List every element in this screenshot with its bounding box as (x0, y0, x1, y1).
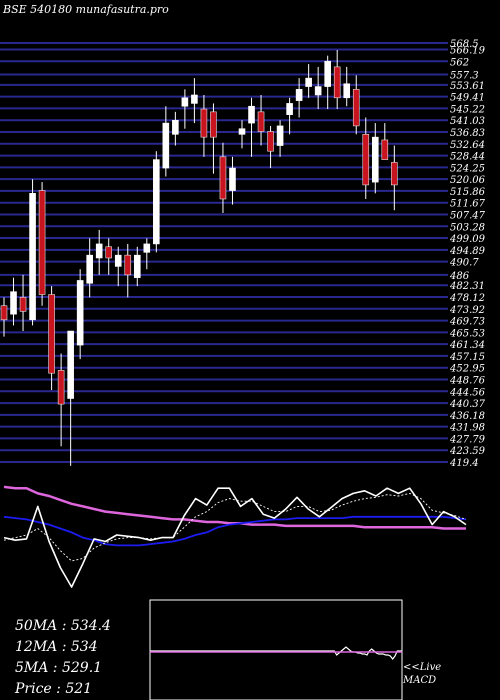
candle-up (305, 77, 312, 87)
y-tick-label: 536.83 (450, 128, 485, 139)
candle-up (371, 136, 379, 183)
candle-up (67, 330, 74, 399)
y-tick-label: 486 (449, 271, 470, 282)
y-tick-label: 528.44 (450, 152, 485, 163)
moving-average-panel (3, 485, 467, 588)
candle-down (362, 134, 370, 186)
stat-ma50: 50MA : 534.4 (15, 618, 111, 634)
y-tick-label: 431.98 (449, 423, 485, 434)
y-tick-label: 436.18 (449, 411, 485, 422)
stat-price: Price : 521 (14, 681, 92, 697)
candle-up (286, 103, 293, 115)
y-tick-label: 507.47 (450, 211, 486, 222)
y-tick-label: 499.09 (449, 234, 486, 245)
candle-down (57, 370, 65, 405)
candle-up (172, 119, 179, 135)
candle-up (114, 254, 122, 267)
y-tick-label: 503.28 (450, 222, 485, 233)
y-tick-label: 520.06 (450, 175, 486, 186)
y-tick-label: 524.25 (450, 163, 485, 174)
candle-up (324, 60, 331, 87)
y-tick-label: 419.4 (449, 458, 479, 469)
y-tick-label: 568.5 (450, 39, 479, 50)
series-line-ma-short-dotted (3, 492, 467, 562)
candle-up (76, 280, 84, 346)
candle-up (10, 291, 17, 315)
macd-box (149, 599, 403, 700)
y-tick-label: 511.67 (450, 199, 486, 210)
y-tick-label: 545.22 (450, 104, 485, 115)
candle-up (86, 254, 93, 284)
y-tick-label: 515.86 (450, 187, 486, 198)
candle-down (257, 111, 265, 132)
y-tick-label: 452.95 (449, 364, 485, 375)
candle-down (267, 131, 274, 152)
candle-down (124, 254, 132, 276)
y-tick-label: 541.03 (450, 116, 485, 127)
candle-up (29, 193, 36, 321)
candle-up (343, 83, 351, 99)
candle-up (276, 125, 284, 146)
y-tick-label: 566.19 (450, 45, 486, 56)
stat-ma12: 12MA : 534 (15, 639, 98, 655)
y-tick-label: 444.56 (449, 387, 486, 398)
macd-panel (149, 599, 403, 700)
candle-up (153, 159, 160, 245)
y-tick-label: 478.12 (449, 293, 485, 304)
candle-up (295, 89, 303, 101)
candle-down (200, 108, 208, 138)
candle-down (105, 246, 113, 259)
candle-down (38, 190, 46, 295)
candle-up (191, 94, 198, 104)
candle-down (48, 294, 55, 374)
y-tick-label: 482.31 (449, 281, 485, 292)
macd-line (150, 646, 402, 660)
candle-down (352, 89, 360, 127)
candle-down (219, 156, 227, 200)
y-tick-label: 557.3 (450, 70, 479, 81)
macd-label: MACD (402, 675, 436, 686)
candle-down (391, 162, 398, 186)
y-tick-label: 532.64 (450, 140, 485, 151)
y-tick-label: 457.15 (449, 352, 485, 363)
candle-down (333, 66, 341, 99)
y-tick-label: 469.73 (449, 317, 485, 328)
candle-up (143, 243, 151, 253)
y-tick-label: 440.37 (449, 399, 486, 410)
candle-down (0, 305, 8, 321)
candle-up (229, 167, 236, 191)
candle-up (162, 122, 170, 169)
y-tick-label: 465.53 (449, 328, 485, 339)
candle-up (238, 128, 246, 135)
y-tick-label: 553.61 (450, 81, 485, 92)
series-line-ma-short (3, 515, 467, 547)
candle-up (133, 254, 141, 278)
y-tick-label: 448.76 (449, 375, 486, 386)
y-tick-label: 423.59 (449, 446, 486, 457)
macd-live-link[interactable]: <<Live (403, 662, 441, 673)
series-line-price-line (3, 487, 467, 588)
candle-down (210, 111, 217, 138)
y-tick-label: 461.34 (449, 340, 485, 351)
candle-up (314, 86, 322, 96)
y-tick-label: 494.89 (449, 246, 486, 257)
y-tick-label: 490.7 (449, 258, 479, 269)
stat-ma5: 5MA : 529.1 (15, 660, 102, 676)
candle-down (19, 297, 27, 312)
candle-up (181, 97, 189, 107)
candle-down (381, 139, 389, 160)
y-tick-label: 549.41 (450, 93, 485, 104)
chart-title: BSE 540180 munafasutra.pro (2, 3, 169, 16)
candle-up (248, 105, 255, 124)
y-tick-label: 562 (450, 57, 469, 68)
y-tick-label: 427.79 (449, 434, 486, 445)
y-tick-label: 473.92 (449, 305, 485, 316)
candle-up (95, 243, 103, 259)
candlesticks (0, 50, 398, 466)
